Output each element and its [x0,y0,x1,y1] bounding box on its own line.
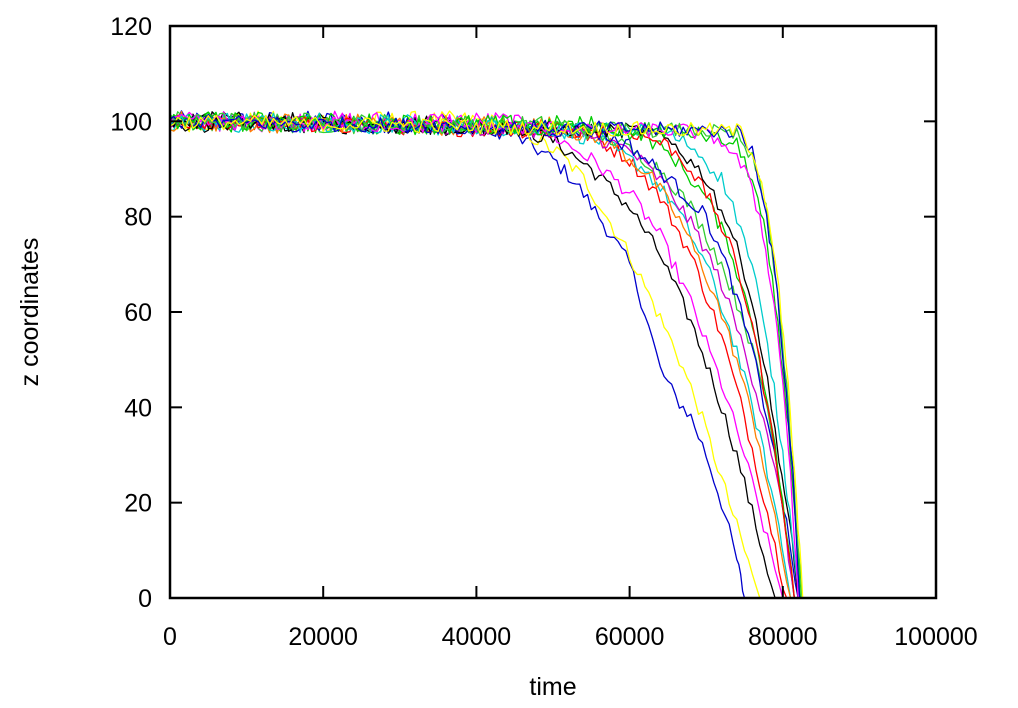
series-line [170,110,746,598]
x-tick-label: 60000 [595,623,665,651]
series-line [170,111,795,598]
series-line [170,110,792,598]
series-line [170,114,795,598]
y-tick-label: 120 [110,13,152,41]
series-line [170,113,802,598]
y-tick-label: 0 [138,585,152,613]
x-tick-label: 80000 [748,623,818,651]
series-line [170,113,799,598]
x-tick-label: 0 [163,623,177,651]
series-line [170,114,801,598]
series-layer [170,110,804,598]
x-tick-label: 100000 [894,623,977,651]
series-line [170,113,803,598]
y-tick-label: 100 [110,108,152,136]
series-line [170,111,795,598]
x-axis-title: time [529,673,576,701]
y-axis-title: z coordinates [16,238,44,387]
series-line [170,110,761,598]
y-tick-label: 80 [124,204,152,232]
series-line [170,114,804,598]
y-tick-label: 20 [124,490,152,518]
ticks-layer: 0 20000 40000 60000 80000 100000 0 20 40 60 80 100 1… [110,13,977,651]
series-line [170,114,788,598]
series-line [170,113,801,598]
y-tick-label: 40 [124,394,152,422]
x-tick-label: 20000 [288,623,358,651]
y-tick-label: 60 [124,299,152,327]
x-tick-label: 40000 [442,623,512,651]
series-line [170,111,776,598]
plot-frame [168,24,938,600]
